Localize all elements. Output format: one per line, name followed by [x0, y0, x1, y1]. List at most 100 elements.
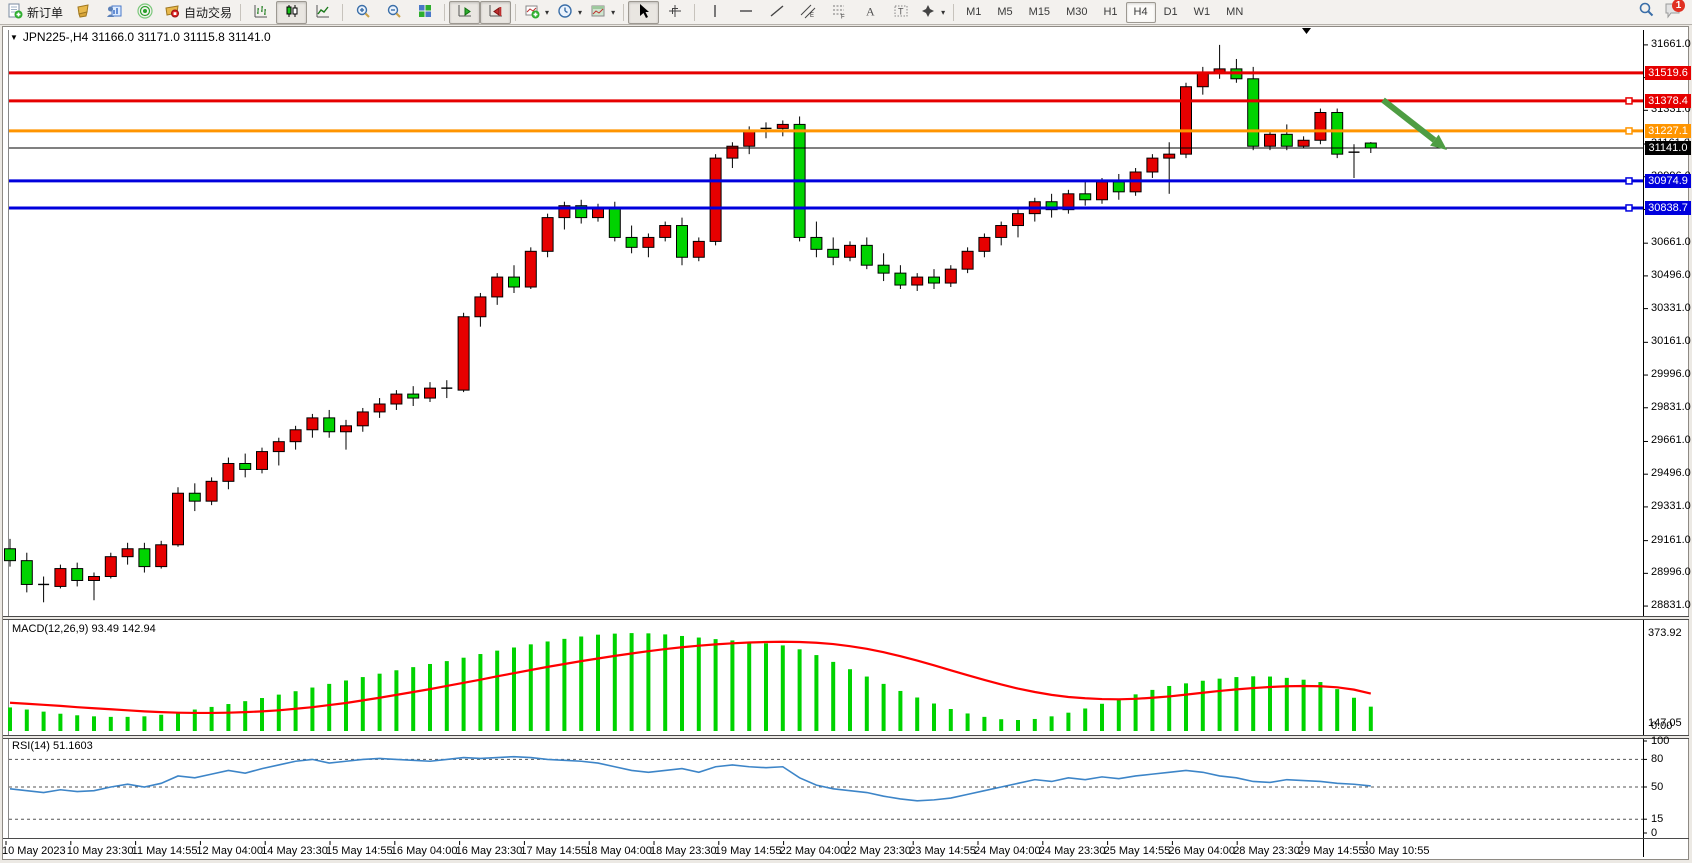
timeframe-mn[interactable]: MN [1226, 6, 1244, 18]
timeframe-h4[interactable]: H4 [1125, 1, 1156, 23]
trend-arrow-head[interactable] [1430, 134, 1447, 150]
candle [1364, 142, 1377, 149]
search-icon[interactable] [1638, 1, 1655, 23]
timeframe-m5[interactable]: M5 [997, 6, 1013, 18]
rsi-axis-label: 0 [1651, 827, 1658, 839]
signals-button[interactable] [129, 1, 160, 24]
navigator-icon [106, 3, 122, 22]
crosshair-button[interactable] [659, 1, 690, 24]
zoom-in-icon [355, 3, 371, 22]
chart-title-dropdown-icon[interactable]: ▼ [10, 32, 18, 42]
new-order-button[interactable]: 新订单 [3, 1, 67, 24]
horizontal-line-icon [738, 3, 754, 22]
svg-text:A: A [866, 4, 875, 18]
toolbar-separator [953, 3, 955, 21]
text-label-button[interactable]: T [885, 1, 916, 24]
candlestick-chart-icon [284, 3, 300, 22]
macd-histogram-bar [612, 633, 617, 731]
toolbar-separator [342, 3, 344, 21]
macd-histogram-bar [411, 667, 416, 731]
candle [709, 157, 722, 242]
candle [608, 207, 621, 238]
periods-button[interactable]: ▾ [553, 1, 586, 24]
text-icon: A [862, 3, 878, 22]
candle [1264, 133, 1276, 147]
candle [104, 556, 117, 578]
candle [860, 244, 873, 266]
text-button[interactable]: A [854, 1, 885, 24]
macd-histogram-bar [1217, 678, 1222, 731]
toolbar-separator [623, 3, 625, 21]
candlestick-chart-button[interactable] [276, 0, 308, 24]
cursor-icon [636, 3, 652, 22]
notifications-button[interactable]: 1 [1663, 0, 1685, 24]
macd-histogram-bar [747, 641, 752, 731]
cursor-button[interactable] [628, 0, 660, 24]
line-chart-button[interactable] [307, 1, 338, 24]
svg-text:T: T [898, 6, 904, 16]
macd-histogram-bar [999, 719, 1004, 731]
auto-scroll-button[interactable] [449, 0, 481, 24]
macd-histogram-bar [1268, 676, 1272, 731]
candle [1146, 157, 1159, 173]
candle [810, 236, 823, 250]
time-axis-label: 23 May 14:55 [909, 845, 976, 857]
rsi-indicator-label: RSI(14) 51.1603 [12, 740, 93, 752]
timeframe-m1[interactable]: M1 [966, 6, 982, 18]
fibonacci-button[interactable]: F [823, 1, 854, 24]
level-line-handle[interactable] [1625, 204, 1633, 212]
macd-histogram-bar [1083, 708, 1088, 731]
macd-histogram-bar [41, 711, 46, 731]
candle [1163, 153, 1176, 159]
arrows-button[interactable]: ▾ [916, 1, 949, 24]
level-line-handle[interactable] [1625, 97, 1633, 105]
macd-histogram-bar [646, 633, 651, 731]
macd-histogram-bar [8, 707, 12, 731]
indicators-button[interactable]: ▾ [520, 1, 553, 24]
panel-splitter-macd[interactable] [3, 616, 1689, 620]
horizontal-line-button[interactable] [730, 1, 761, 24]
templates-button[interactable]: ▾ [586, 1, 619, 24]
chart-shift-button[interactable] [480, 0, 512, 24]
macd-histogram-bar [764, 643, 768, 731]
tile-windows-button[interactable] [409, 1, 440, 24]
price-axis-label: 30161.0 [1651, 335, 1691, 348]
vertical-line-icon [707, 3, 723, 22]
macd-axis-label: 0.00 [1651, 720, 1673, 732]
trend-arrow-annotation[interactable] [1381, 97, 1437, 143]
timeframe-w1[interactable]: W1 [1193, 6, 1211, 18]
trendline-button[interactable] [761, 1, 792, 24]
price-axis-label: 28996.0 [1651, 566, 1691, 579]
panel-splitter-rsi[interactable] [3, 735, 1689, 739]
navigator-button[interactable] [98, 1, 129, 24]
zoom-in-button[interactable] [347, 1, 378, 24]
macd-histogram-bar [24, 709, 29, 731]
macd-histogram-bar [629, 633, 634, 731]
auto-trading-label: 自动交易 [184, 5, 233, 20]
candle [625, 236, 638, 248]
candle [390, 393, 403, 405]
vertical-line-button[interactable] [699, 1, 730, 24]
level-line-handle[interactable] [1625, 177, 1633, 185]
rsi-line [9, 755, 1371, 802]
price-axis-label: 29161.0 [1651, 533, 1691, 546]
auto-trading-button[interactable]: 自动交易 [160, 1, 236, 24]
timeframe-d1[interactable]: D1 [1163, 6, 1178, 18]
timeframe-m15[interactable]: M15 [1028, 6, 1051, 18]
candle [1180, 86, 1192, 155]
zoom-out-button[interactable] [378, 1, 409, 24]
macd-histogram-bar [310, 687, 315, 731]
candle [1196, 72, 1209, 88]
trendline-icon [769, 3, 785, 22]
toolbar-separator [240, 3, 242, 21]
candle [995, 225, 1008, 238]
bar-chart-button[interactable] [245, 1, 276, 24]
svg-text:F: F [841, 14, 845, 19]
timeframe-h1[interactable]: H1 [1103, 6, 1118, 18]
timeframe-m30[interactable]: M30 [1066, 6, 1088, 18]
equidistant-channel-button[interactable]: E [792, 1, 823, 24]
level-line-handle[interactable] [1625, 127, 1633, 135]
market-watch-button[interactable] [67, 1, 98, 24]
candle [306, 417, 319, 431]
